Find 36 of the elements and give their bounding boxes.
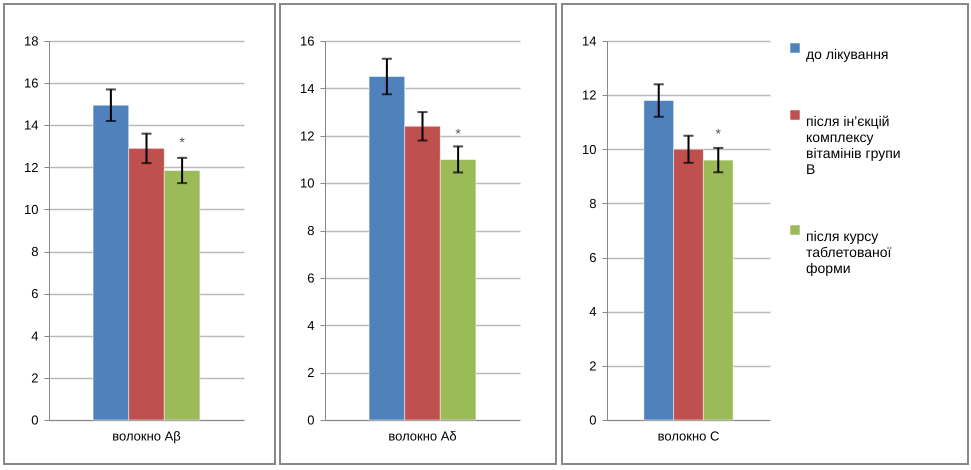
y-tick-label: 6: [31, 286, 38, 302]
y-tick-label: 16: [24, 76, 38, 91]
annotation: *: [179, 134, 186, 150]
y-tick-label: 10: [300, 176, 314, 191]
y-tick-label: 2: [589, 358, 596, 374]
y-tick-label: 18: [24, 34, 38, 48]
y-tick-label: 0: [31, 412, 38, 428]
legend-label: до лікування: [806, 46, 889, 62]
y-tick-label: 4: [307, 318, 314, 333]
x-tick-label: волокно Aβ: [112, 428, 181, 444]
y-tick-label: 10: [582, 142, 596, 157]
y-tick-label: 16: [300, 34, 314, 48]
y-tick-label: 0: [589, 412, 596, 428]
y-tick-label: 14: [582, 34, 596, 48]
legend-label: після ін’єкцій комплексу вітамінів групи В: [806, 113, 901, 177]
y-tick-label: 8: [31, 244, 38, 260]
y-tick-label: 2: [307, 365, 314, 380]
y-tick-label: 14: [24, 118, 38, 133]
y-tick-label: 12: [582, 88, 596, 103]
y-tick-label: 10: [24, 202, 38, 217]
y-tick-label: 8: [589, 196, 596, 211]
x-tick-label: волокно Aδ: [388, 428, 457, 444]
y-tick-label: 4: [589, 304, 596, 320]
y-tick-label: 6: [307, 270, 314, 286]
annotation: *: [455, 126, 462, 142]
annotation: *: [716, 125, 722, 142]
y-tick-label: 6: [589, 250, 596, 266]
legend-label: після курсу таблетованої форми: [806, 228, 892, 276]
y-tick-label: 8: [307, 223, 314, 238]
y-tick-label: 14: [300, 80, 314, 96]
y-tick-label: 2: [31, 370, 38, 386]
y-tick-label: 12: [300, 128, 314, 144]
y-tick-label: 12: [24, 160, 38, 175]
y-tick-label: 4: [31, 328, 38, 344]
y-tick-label: 0: [307, 412, 314, 428]
x-tick-label: волокно C: [658, 428, 720, 444]
